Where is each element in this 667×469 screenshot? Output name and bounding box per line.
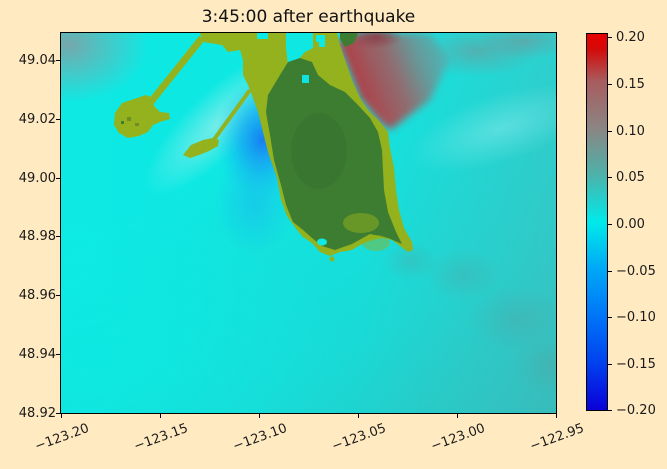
plot-title: 3:45:00 after earthquake [201,7,416,27]
colorbar-tick [608,410,612,411]
land-high-interior [266,58,402,250]
colorbar [586,33,608,411]
y-tick [56,236,60,237]
y-tick-label: 48.94 [18,347,56,362]
inlet-speck [257,33,268,39]
x-tick-label: −123.00 [429,421,488,455]
colorbar-tick-label: −0.20 [616,403,656,418]
x-tick [358,414,359,418]
colorbar-tick [608,177,612,178]
land-mottle [362,235,390,251]
colorbar-tick-label: 0.10 [616,124,645,139]
x-tick-label: −122.95 [528,421,587,455]
causeway-upper [147,35,205,106]
jetty-terminal-upper [114,95,170,138]
y-tick [56,60,60,61]
inlet-speck [316,35,325,42]
y-tick [56,178,60,179]
x-tick-label: −123.20 [33,421,92,455]
x-tick [457,414,458,418]
land-mottle [343,213,379,233]
lagoon [317,238,327,246]
colorbar-tick [608,364,612,365]
wave-mauve-top-left [61,33,149,103]
x-tick-label: −123.10 [231,421,290,455]
y-tick [56,119,60,120]
map-canvas [61,33,556,413]
inlet-speck [319,42,325,47]
y-tick-label: 49.02 [18,112,56,127]
x-tick [61,414,62,418]
jetty-terminal-lower [183,138,219,158]
y-tick [56,295,60,296]
colorbar-tick [608,224,612,225]
y-tick [56,413,60,414]
colorbar-tick-label: 0.20 [616,30,645,45]
colorbar-tick [608,37,612,38]
islet [329,256,335,262]
y-tick-label: 48.98 [18,229,56,244]
colorbar-tick [608,131,612,132]
colorbar-tick-label: −0.15 [616,357,656,372]
colorbar-tick-label: −0.05 [616,264,656,279]
x-tick [556,414,557,418]
wave-light-band [410,84,556,172]
colorbar-tick-label: 0.00 [616,217,645,232]
colorbar-tick-label: −0.10 [616,310,656,325]
colorbar-tick [608,271,612,272]
y-tick-label: 48.96 [18,288,56,303]
colorbar-tick-label: 0.15 [616,77,645,92]
map-axes [60,32,557,414]
x-tick [160,414,161,418]
land-mottle [291,113,347,189]
causeway-lower [211,88,252,143]
x-tick [259,414,260,418]
colorbar-tick [608,317,612,318]
y-tick-label: 49.00 [18,171,56,186]
land-high-top-right [340,33,358,47]
colorbar-tick-label: 0.05 [616,170,645,185]
y-tick-label: 48.92 [18,406,56,421]
y-tick [56,354,60,355]
inlet-speck [302,75,309,83]
colorbar-tick [608,84,612,85]
y-tick-label: 49.04 [18,53,56,68]
land-masses [114,33,413,262]
x-tick-label: −123.05 [330,421,389,455]
x-tick-label: −123.15 [132,421,191,455]
